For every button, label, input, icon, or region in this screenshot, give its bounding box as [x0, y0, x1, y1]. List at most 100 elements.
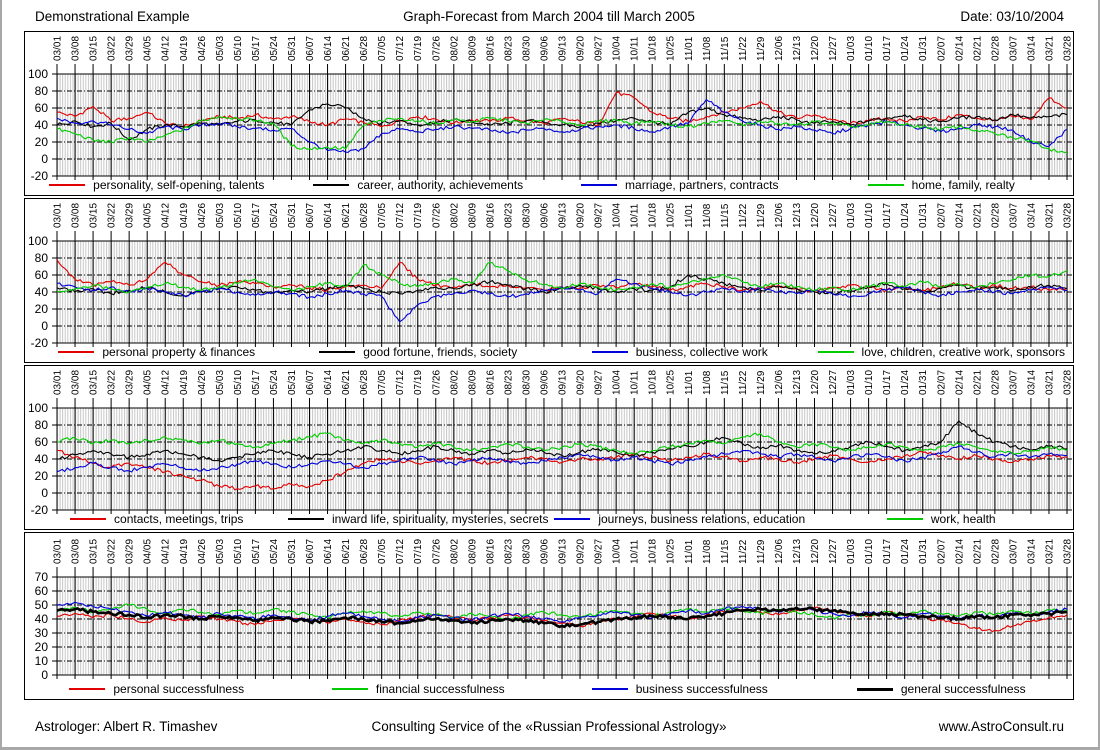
svg-text:08/02: 08/02	[449, 36, 460, 61]
svg-text:07/12: 07/12	[395, 370, 406, 395]
svg-text:09/20: 09/20	[576, 370, 587, 395]
svg-text:04/12: 04/12	[161, 370, 172, 395]
svg-text:04/26: 04/26	[197, 203, 208, 228]
svg-text:09/06: 09/06	[539, 539, 550, 564]
svg-text:05/31: 05/31	[287, 370, 298, 395]
svg-text:08/16: 08/16	[485, 370, 496, 395]
svg-text:03/28: 03/28	[1063, 539, 1074, 564]
svg-text:01/03: 01/03	[846, 203, 857, 228]
svg-text:09/20: 09/20	[576, 539, 587, 564]
svg-text:08/23: 08/23	[503, 36, 514, 61]
svg-text:01/17: 01/17	[882, 36, 893, 61]
legend-label: business, collective work	[635, 345, 768, 359]
svg-text:11/22: 11/22	[738, 539, 749, 564]
window-edge-right	[1098, 0, 1100, 750]
svg-text:11/01: 11/01	[684, 36, 695, 61]
svg-text:10/18: 10/18	[648, 370, 659, 395]
legend-line-green-icon	[886, 518, 923, 520]
svg-text:07/05: 07/05	[377, 370, 388, 395]
svg-text:12/27: 12/27	[828, 203, 839, 228]
legend-line-blue-icon	[554, 518, 591, 520]
svg-text:03/14: 03/14	[1026, 370, 1037, 395]
svg-text:04/26: 04/26	[197, 36, 208, 61]
svg-text:04/05: 04/05	[143, 36, 154, 61]
svg-text:02/14: 02/14	[954, 370, 965, 395]
svg-text:100: 100	[28, 234, 48, 248]
header-date: Date: 03/10/2004	[960, 9, 1064, 24]
svg-text:08/02: 08/02	[449, 370, 460, 395]
svg-text:01/10: 01/10	[864, 539, 875, 564]
svg-text:06/28: 06/28	[359, 370, 370, 395]
svg-text:10/25: 10/25	[666, 539, 677, 564]
svg-text:05/24: 05/24	[269, 370, 280, 395]
svg-text:03/08: 03/08	[71, 370, 82, 395]
svg-text:05/03: 05/03	[215, 203, 226, 228]
svg-text:06/07: 06/07	[305, 370, 316, 395]
svg-text:07/19: 07/19	[413, 370, 424, 395]
svg-text:10/04: 10/04	[612, 203, 623, 228]
legend-label: business successfulness	[635, 682, 768, 696]
svg-text:11/15: 11/15	[720, 370, 731, 395]
svg-text:60: 60	[35, 268, 49, 282]
svg-text:09/13: 09/13	[558, 539, 569, 564]
svg-text:0: 0	[41, 486, 48, 500]
svg-text:07/05: 07/05	[377, 36, 388, 61]
svg-text:04/12: 04/12	[161, 539, 172, 564]
svg-text:02/28: 02/28	[990, 370, 1001, 395]
svg-text:03/22: 03/22	[107, 539, 118, 564]
svg-text:09/27: 09/27	[594, 203, 605, 228]
svg-text:20: 20	[35, 469, 49, 483]
svg-text:06/07: 06/07	[305, 36, 316, 61]
svg-text:11/29: 11/29	[756, 539, 767, 564]
svg-text:09/13: 09/13	[558, 370, 569, 395]
svg-text:06/07: 06/07	[305, 539, 316, 564]
svg-text:03/21: 03/21	[1044, 370, 1055, 395]
svg-text:03/14: 03/14	[1026, 36, 1037, 61]
svg-text:40: 40	[35, 118, 49, 132]
svg-text:07/26: 07/26	[431, 539, 442, 564]
svg-text:03/01: 03/01	[53, 539, 64, 564]
legend-item: business, collective work	[549, 345, 811, 359]
svg-text:09/27: 09/27	[594, 539, 605, 564]
svg-text:05/24: 05/24	[269, 539, 280, 564]
svg-text:03/07: 03/07	[1008, 203, 1019, 228]
svg-text:10/04: 10/04	[612, 539, 623, 564]
svg-text:03/15: 03/15	[89, 370, 100, 395]
footer-website: www.AstroConsult.ru	[938, 719, 1064, 734]
legend-line-black-icon	[287, 518, 324, 520]
svg-text:01/10: 01/10	[864, 203, 875, 228]
svg-text:02/28: 02/28	[990, 539, 1001, 564]
svg-text:12/06: 12/06	[774, 203, 785, 228]
svg-text:10/18: 10/18	[648, 539, 659, 564]
svg-text:10/25: 10/25	[666, 203, 677, 228]
svg-text:05/10: 05/10	[233, 370, 244, 395]
svg-text:08/09: 08/09	[467, 539, 478, 564]
svg-text:10/25: 10/25	[666, 36, 677, 61]
svg-text:40: 40	[35, 452, 49, 466]
svg-text:04/05: 04/05	[143, 203, 154, 228]
svg-text:09/13: 09/13	[558, 203, 569, 228]
svg-text:03/29: 03/29	[125, 36, 136, 61]
svg-text:01/31: 01/31	[918, 370, 929, 395]
svg-text:10/11: 10/11	[630, 370, 641, 395]
svg-text:12/27: 12/27	[828, 370, 839, 395]
svg-text:09/06: 09/06	[539, 36, 550, 61]
svg-text:12/13: 12/13	[792, 203, 803, 228]
svg-text:03/07: 03/07	[1008, 539, 1019, 564]
legend-item: home, family, realty	[811, 178, 1073, 192]
svg-text:01/31: 01/31	[918, 539, 929, 564]
legend-item: marriage, partners, contracts	[549, 178, 811, 192]
svg-text:04/12: 04/12	[161, 36, 172, 61]
svg-text:04/19: 04/19	[179, 36, 190, 61]
footer-astrologer: Astrologer: Albert R. Timashev	[35, 719, 218, 734]
svg-text:05/31: 05/31	[287, 36, 298, 61]
legend-item: personal property & finances	[26, 345, 288, 359]
svg-text:01/17: 01/17	[882, 539, 893, 564]
svg-text:07/19: 07/19	[413, 36, 424, 61]
svg-text:10: 10	[35, 654, 49, 668]
svg-text:60: 60	[35, 101, 49, 115]
svg-text:80: 80	[35, 418, 49, 432]
svg-text:06/14: 06/14	[323, 539, 334, 564]
svg-text:10/04: 10/04	[612, 36, 623, 61]
svg-text:11/22: 11/22	[738, 36, 749, 61]
